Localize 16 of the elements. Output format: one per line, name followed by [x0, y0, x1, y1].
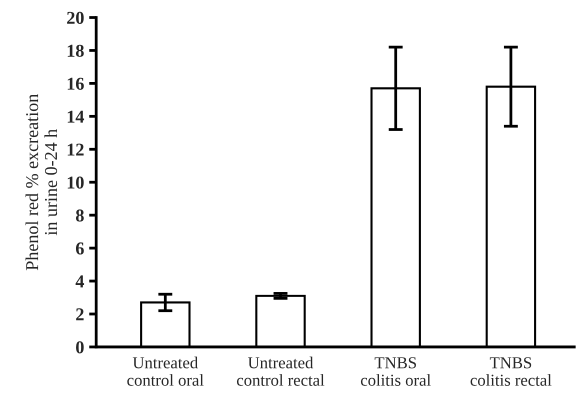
x-tick-label: Untreated control oral [127, 356, 204, 386]
y-tick-label: 2 [76, 308, 84, 320]
x-tick-label: Untreated control rectal [236, 356, 324, 386]
y-tick-label: 18 [68, 44, 84, 57]
x-tick-label: TNBS colitis rectal [470, 357, 552, 386]
y-tick-label: 10 [68, 176, 84, 189]
y-tick-label: 8 [76, 209, 84, 222]
y-tick-label: 6 [76, 242, 84, 255]
y-tick-label: 14 [68, 110, 84, 123]
x-tick-label: TNBS colitis oral [360, 357, 431, 386]
y-tick-label: 12 [68, 144, 84, 156]
y-tick-label: 4 [76, 275, 84, 288]
y-tick-label: 0 [76, 341, 84, 354]
y-tick-label: 16 [68, 78, 84, 90]
y-axis-title: Phenol red % excreation in urine 0-24 h [26, 94, 58, 270]
y-tick-label: 20 [67, 12, 84, 24]
